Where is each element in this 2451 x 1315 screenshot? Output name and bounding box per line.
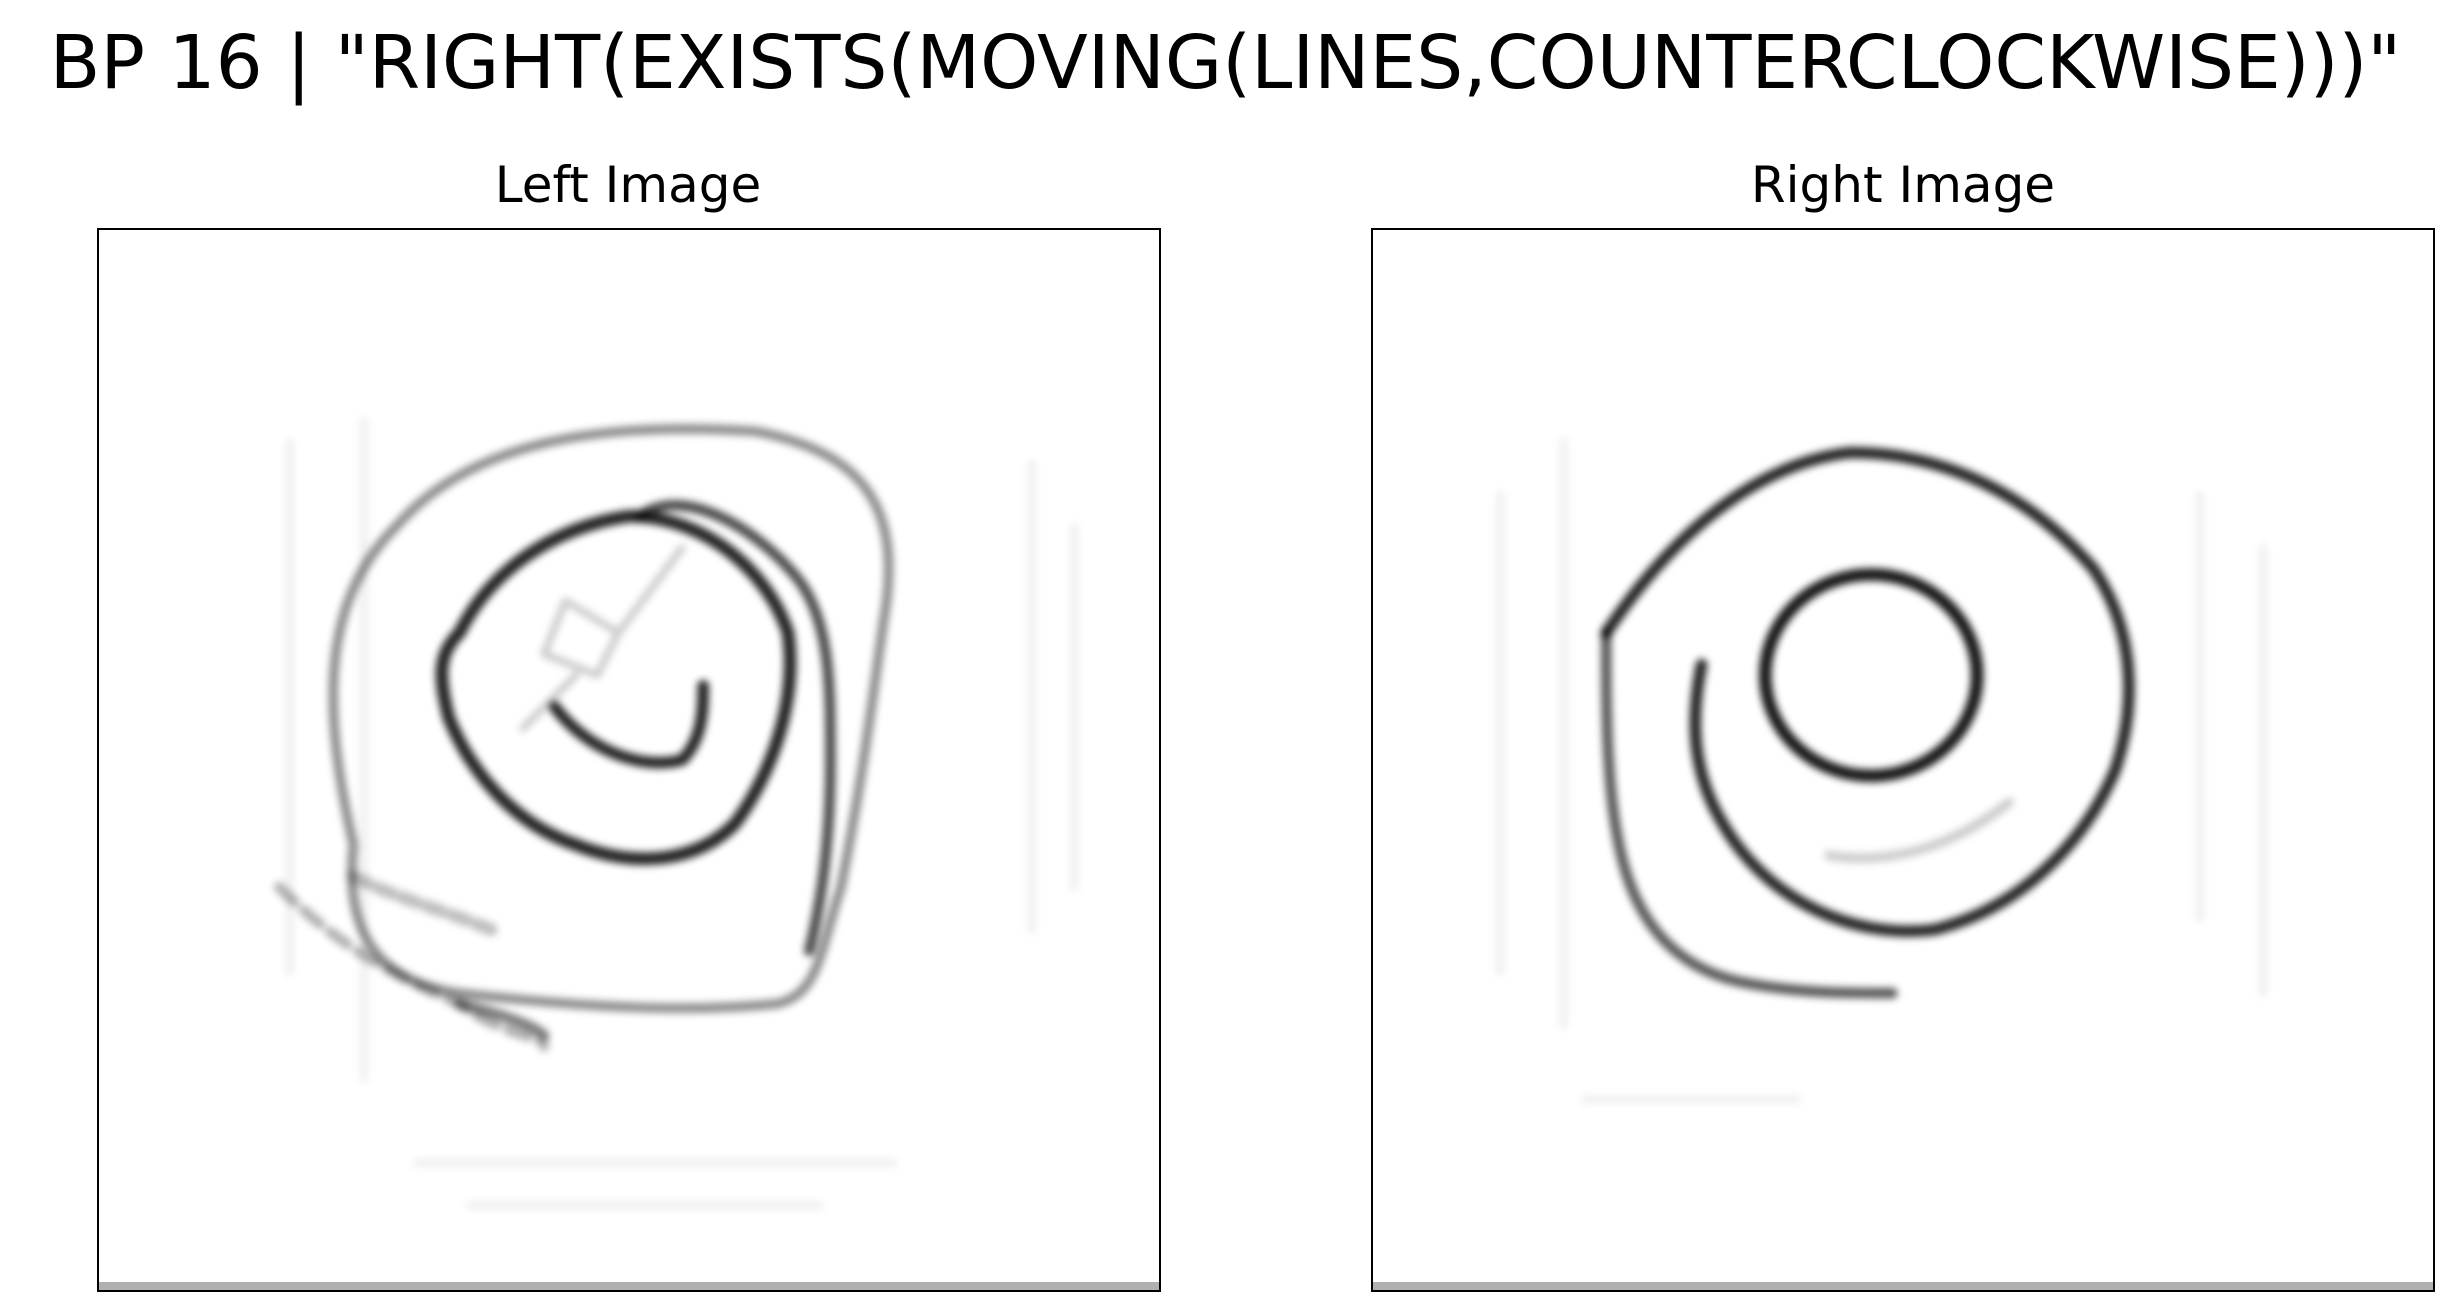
center-hook-line bbox=[548, 679, 710, 769]
faint-background-strokes bbox=[1495, 437, 2268, 1104]
right-drawing bbox=[1495, 437, 2268, 1104]
center-square-lines bbox=[519, 544, 686, 732]
middle-spiral-line bbox=[634, 500, 836, 957]
left-image-panel bbox=[97, 228, 1161, 1292]
tail-line bbox=[454, 998, 550, 1041]
left-drawing bbox=[273, 416, 1079, 1210]
inner-spiral-line bbox=[435, 509, 797, 866]
inner-circle bbox=[1758, 568, 1984, 783]
lower-scribble-line bbox=[273, 881, 550, 1052]
lower-scribble-line-2 bbox=[347, 870, 498, 936]
outer-spiral-line bbox=[1600, 446, 2135, 938]
right-image-panel bbox=[1371, 228, 2435, 1292]
left-panel-title: Left Image bbox=[494, 156, 762, 214]
figure-title: BP 16 | "RIGHT(EXISTS(MOVING(LINES,COUNT… bbox=[49, 20, 2402, 106]
faint-background-strokes bbox=[285, 416, 1079, 1210]
right-panel-title: Right Image bbox=[1750, 156, 2056, 214]
right-bottom-strip bbox=[1373, 1282, 2433, 1290]
lower-arc-line bbox=[1824, 797, 2014, 863]
left-descending-line bbox=[1600, 627, 1898, 999]
left-bottom-strip bbox=[99, 1282, 1159, 1290]
outer-spiral-line bbox=[328, 424, 894, 1013]
